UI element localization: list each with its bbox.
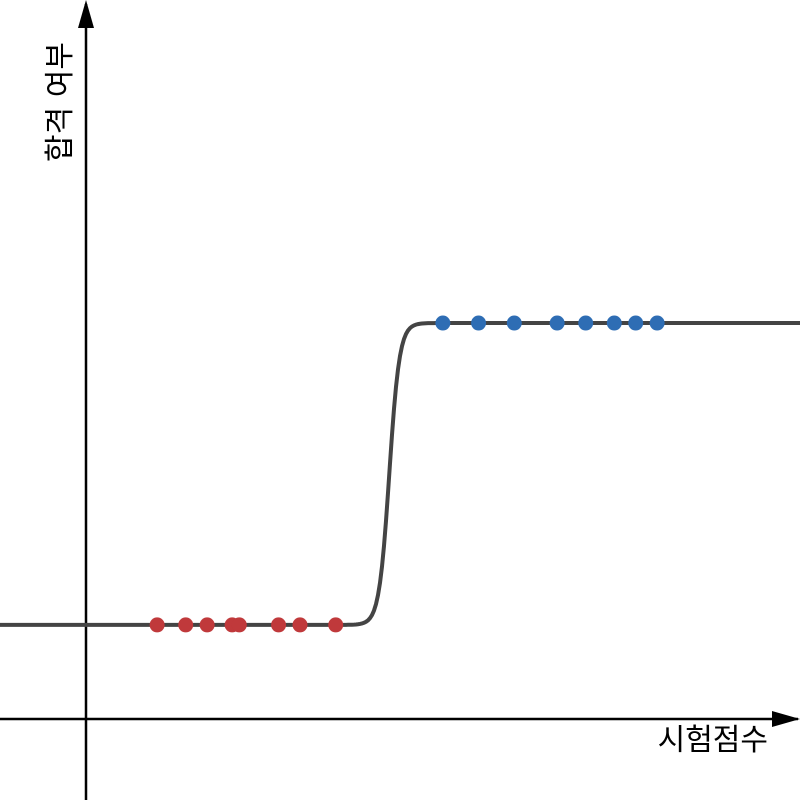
data-point (506, 315, 522, 331)
x-axis-label: 시험점수 (658, 723, 768, 758)
data-point (231, 617, 247, 633)
data-point (578, 315, 594, 331)
data-point (199, 617, 215, 633)
data-point (178, 617, 194, 633)
data-point (271, 617, 287, 633)
data-point (628, 315, 644, 331)
data-point (471, 315, 487, 331)
data-point (292, 617, 308, 633)
data-point (328, 617, 344, 633)
data-point (435, 315, 451, 331)
data-point (649, 315, 665, 331)
logistic-curve (0, 321, 800, 627)
x-axis-arrow (772, 711, 800, 727)
data-point (149, 617, 165, 633)
data-point (606, 315, 622, 331)
y-axis-arrow (78, 0, 94, 28)
data-point (549, 315, 565, 331)
data-points (149, 315, 665, 633)
y-axis-label: 합격 여부 (43, 42, 78, 162)
